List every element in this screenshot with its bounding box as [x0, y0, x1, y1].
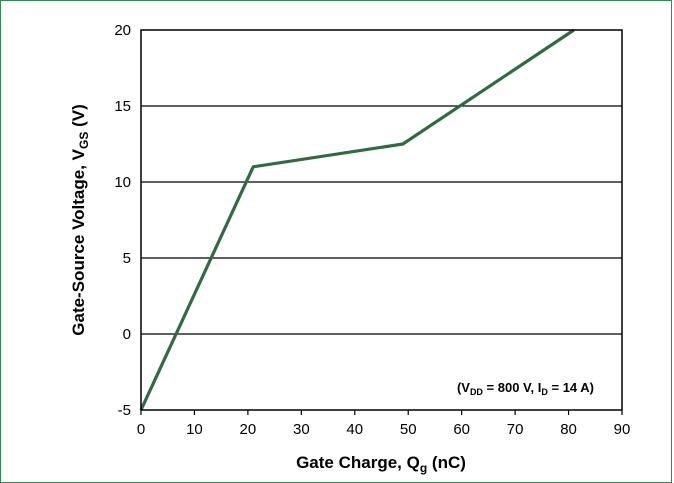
x-tick-label-4: 40 — [346, 421, 363, 438]
series-line-0 — [139, 28, 575, 411]
y-tick-label-5: 20 — [114, 22, 131, 39]
x-tick-label-9: 90 — [614, 421, 631, 438]
y-tick-label-1: 0 — [123, 326, 131, 343]
series-layer — [139, 28, 575, 411]
x-tick-label-5: 50 — [400, 421, 417, 438]
x-tick-label-2: 20 — [240, 421, 257, 438]
x-tick-label-1: 10 — [186, 421, 203, 438]
y-tick-label-0: -5 — [118, 402, 131, 419]
x-axis-title: Gate Charge, Qg (nC) — [296, 453, 466, 475]
x-tick-label-6: 60 — [453, 421, 470, 438]
test-condition-annotation: (VDD = 800 V, ID = 14 A) — [457, 380, 594, 397]
y-axis-title: Gate-Source Voltage, VGS (V) — [69, 104, 91, 335]
x-tick-label-7: 70 — [507, 421, 524, 438]
grid-lines — [141, 105, 622, 335]
x-tick-label-0: 0 — [137, 421, 145, 438]
y-tick-label-3: 10 — [114, 174, 131, 191]
x-tick-label-8: 80 — [560, 421, 577, 438]
x-tick-labels: 0 10 20 30 40 50 60 70 80 90 — [137, 410, 631, 438]
plot-area — [140, 29, 623, 411]
y-tick-label-4: 15 — [114, 98, 131, 115]
y-tick-label-2: 5 — [123, 250, 131, 267]
y-tick-labels: -5 0 5 10 15 20 — [114, 22, 131, 419]
x-tick-label-3: 30 — [293, 421, 310, 438]
